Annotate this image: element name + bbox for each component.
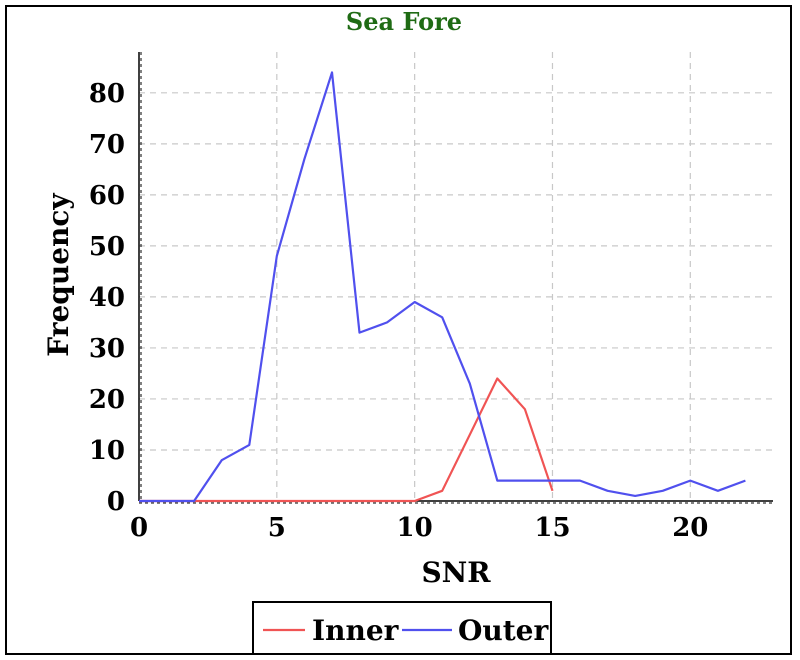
tick-labels: 0 10 20 30 40 50 60 70 80 0 5 10 15 20 xyxy=(89,79,709,543)
y-tick-label: 0 xyxy=(107,487,125,517)
legend-label: Outer xyxy=(458,614,549,647)
series-line-outer xyxy=(139,71,746,503)
series-line-inner xyxy=(139,377,554,503)
x-axis-label: SNR xyxy=(421,556,491,589)
y-tick-label: 60 xyxy=(89,181,125,211)
y-tick-label: 40 xyxy=(89,283,125,313)
legend: Inner Outer xyxy=(252,601,552,655)
grid xyxy=(139,52,773,501)
y-tick-label: 20 xyxy=(89,385,125,415)
series-lines xyxy=(139,71,746,503)
y-tick-label: 80 xyxy=(89,79,125,109)
x-tick-label: 5 xyxy=(268,513,286,543)
y-axis-label: Frequency xyxy=(42,193,75,357)
x-tick-label: 15 xyxy=(534,513,570,543)
y-tick-label: 30 xyxy=(89,334,125,364)
chart-frame xyxy=(5,5,792,655)
x-tick-label: 20 xyxy=(672,513,708,543)
axes xyxy=(138,52,773,504)
legend-item-inner: Inner xyxy=(263,614,400,647)
legend-label: Inner xyxy=(312,614,400,647)
y-tick-label: 70 xyxy=(89,130,125,160)
y-tick-label: 10 xyxy=(89,436,125,466)
chart-title: Sea Fore xyxy=(346,7,462,36)
legend-box xyxy=(252,601,552,655)
legend-item-outer: Outer xyxy=(402,614,549,647)
x-tick-label: 10 xyxy=(397,513,433,543)
y-tick-label: 50 xyxy=(89,232,125,262)
x-tick-label: 0 xyxy=(130,513,148,543)
